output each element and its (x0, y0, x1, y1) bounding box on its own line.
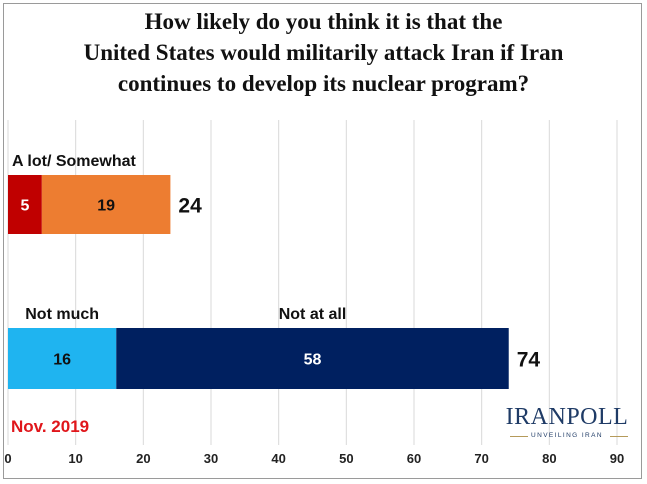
logo-rule-left (510, 436, 528, 437)
logo-tagline: UNVEILING IRAN (531, 432, 603, 439)
bar-segment (41, 175, 171, 234)
title-line-1: How likely do you think it is that the (144, 9, 503, 34)
bar-segment (8, 175, 42, 234)
segment-value-label: 58 (304, 352, 322, 369)
bar-labels: 5 19 A lot/ Somewhat 24 16 Not much 58 Not at a… (12, 153, 540, 372)
x-tick-label: 10 (68, 451, 82, 466)
chart-frame (3, 3, 642, 479)
title-line-2: United States would militarily attack Ir… (83, 40, 564, 65)
bar-segment (8, 328, 117, 389)
x-axis-ticks: 0 10 20 30 40 50 60 70 80 90 (4, 451, 624, 466)
x-tick-label: 0 (4, 451, 11, 466)
bars (8, 175, 509, 389)
x-tick-label: 80 (542, 451, 556, 466)
iranpoll-logo: IRANPOLL UNVEILING IRAN (502, 404, 632, 446)
segment-value-label: 16 (53, 352, 71, 369)
segment-value-label: 5 (20, 198, 29, 215)
x-tick-label: 20 (136, 451, 150, 466)
x-tick-label: 40 (271, 451, 285, 466)
row-total-label: 74 (517, 349, 541, 372)
x-tick-label: 60 (407, 451, 421, 466)
logo-name: IRANPOLL (505, 404, 629, 430)
bar-segment (116, 328, 509, 389)
row-total-label: 24 (178, 195, 202, 218)
segment-value-label: 19 (97, 198, 115, 215)
gridlines (7, 120, 618, 445)
x-tick-label: 30 (204, 451, 218, 466)
segment-category-label: Not much (25, 306, 99, 323)
chart-title: How likely do you think it is that the U… (20, 6, 627, 99)
group-label: A lot/ Somewhat (12, 153, 137, 170)
segment-category-label: Not at all (279, 306, 347, 323)
x-tick-label: 70 (474, 451, 488, 466)
logo-rule-right (610, 436, 628, 437)
title-line-3: continues to develop its nuclear program… (117, 71, 530, 96)
x-tick-label: 90 (610, 451, 624, 466)
survey-date: Nov. 2019 (11, 417, 90, 436)
x-tick-label: 50 (339, 451, 353, 466)
